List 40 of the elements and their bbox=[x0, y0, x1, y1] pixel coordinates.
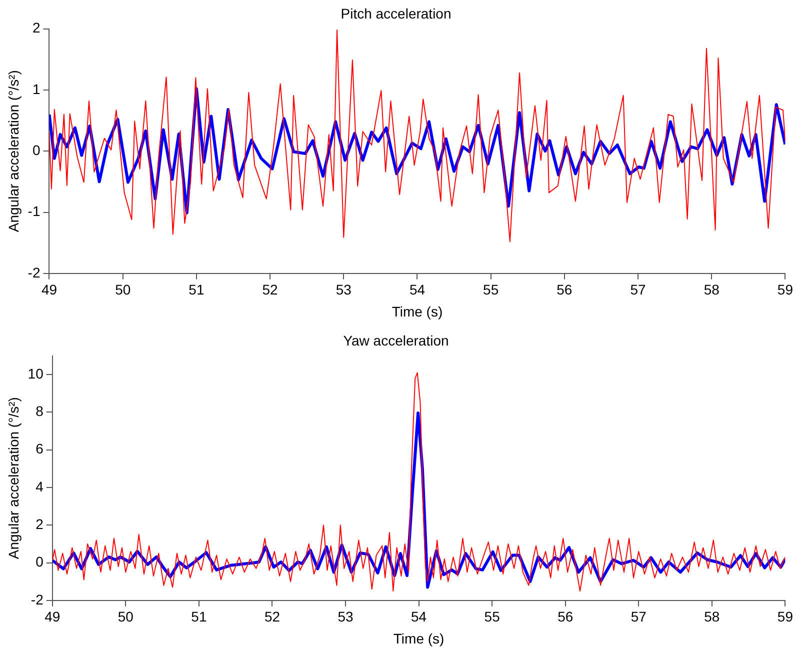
x-tick-label: 59 bbox=[777, 608, 794, 625]
x-axis-title: Time (s) bbox=[393, 630, 444, 646]
x-tick-label: 55 bbox=[484, 608, 500, 625]
x-tick-label: 54 bbox=[411, 608, 427, 625]
y-tick-label: 1 bbox=[32, 80, 40, 97]
x-tick-label: 49 bbox=[44, 608, 60, 625]
x-tick-label: 55 bbox=[483, 282, 499, 298]
y-tick-label: 2 bbox=[36, 516, 44, 532]
y-tick-label: -2 bbox=[30, 591, 44, 608]
x-tick-label: 58 bbox=[704, 608, 720, 625]
x-tick-label: 51 bbox=[191, 608, 207, 625]
y-tick-label: -2 bbox=[28, 264, 40, 280]
y-tick-label: 10 bbox=[28, 365, 44, 382]
y-tick-label: 2 bbox=[32, 20, 40, 36]
x-tick-label: 52 bbox=[264, 608, 280, 625]
x-tick-label: 53 bbox=[338, 608, 354, 625]
x-tick-label: 57 bbox=[630, 608, 647, 625]
x-tick-label: 50 bbox=[118, 608, 134, 625]
y-axis-title: Angular acceleration (°/s²) bbox=[5, 397, 22, 560]
y-tick-label: -1 bbox=[28, 203, 40, 220]
y-tick-label: 0 bbox=[32, 142, 40, 158]
y-tick-label: 4 bbox=[36, 478, 44, 494]
x-tick-label: 51 bbox=[188, 282, 204, 298]
x-tick-label: 50 bbox=[115, 282, 131, 298]
x-tick-label: 57 bbox=[630, 282, 646, 298]
y-axis-title: Angular acceleration (°/s²) bbox=[5, 70, 22, 232]
x-tick-label: 53 bbox=[336, 282, 352, 298]
y-tick-label: 6 bbox=[36, 440, 44, 457]
chart-title: Pitch acceleration bbox=[340, 5, 452, 22]
x-tick-label: 52 bbox=[262, 282, 278, 298]
y-tick-label: 0 bbox=[36, 554, 44, 570]
y-tick-label: 8 bbox=[36, 403, 44, 420]
x-tick-label: 59 bbox=[777, 282, 794, 298]
x-tick-label: 58 bbox=[704, 282, 720, 298]
x-tick-label: 56 bbox=[558, 608, 574, 625]
chart-title: Yaw acceleration bbox=[343, 332, 449, 348]
x-tick-label: 54 bbox=[409, 282, 426, 298]
x-axis-title: Time (s) bbox=[392, 303, 443, 320]
x-tick-label: 56 bbox=[556, 282, 572, 298]
x-tick-label: 49 bbox=[41, 282, 58, 298]
